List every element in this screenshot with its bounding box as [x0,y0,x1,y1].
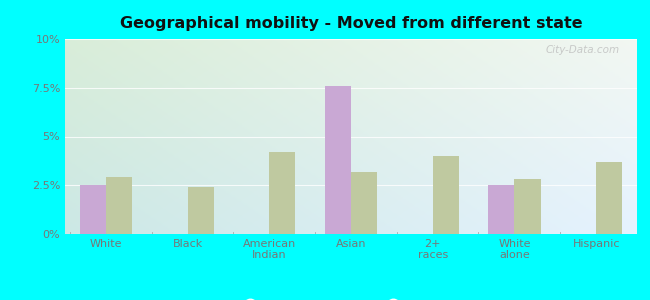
Bar [269,152,296,234]
Legend: Abingdon, VA, Virginia: Abingdon, VA, Virginia [233,295,469,300]
Bar [325,86,351,234]
Bar [596,162,622,234]
Bar [80,185,106,234]
Text: City-Data.com: City-Data.com [546,45,620,55]
Bar [188,187,214,234]
Bar [106,177,132,234]
Bar [488,185,514,234]
Bar [433,156,459,234]
Bar [514,179,541,234]
Bar [351,172,377,234]
Title: Geographical mobility - Moved from different state: Geographical mobility - Moved from diffe… [120,16,582,31]
